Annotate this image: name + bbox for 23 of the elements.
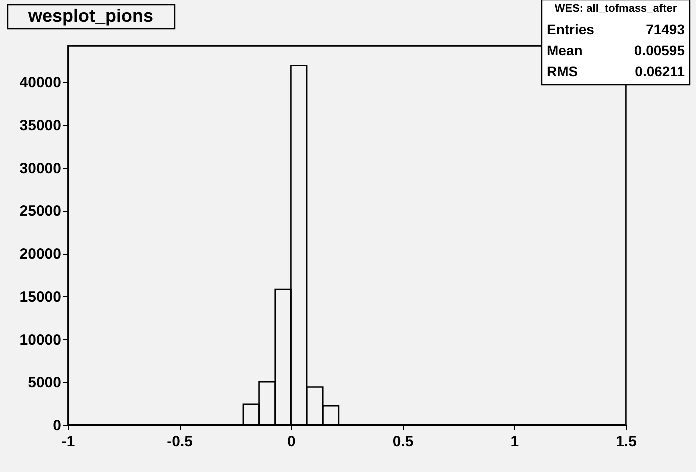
text: WES: all_tofmass_after: [554, 3, 678, 15]
text: 0.06211: [635, 64, 686, 80]
y-tick-label: 25000: [20, 203, 62, 220]
x-tick-label: -1: [62, 434, 76, 450]
annotation: RMS: [547, 64, 578, 80]
text: 71493: [646, 22, 686, 38]
text: 0.00595: [634, 42, 686, 58]
x-tick-label: 0: [288, 434, 296, 450]
chart-title: wesplot_pions: [27, 6, 154, 26]
y-tick-label: 10000: [20, 332, 62, 349]
text: Entries: [547, 22, 595, 38]
y-tick-label: 15000: [20, 288, 62, 306]
x-tick-label: 1: [510, 434, 520, 450]
y-tick-label: 5000: [28, 374, 62, 392]
x-tick-label: -0.5: [167, 434, 194, 450]
y-tick-label: 0: [53, 418, 62, 434]
y-tick-label: 35000: [20, 117, 62, 134]
y-tick-label: 40000: [20, 74, 62, 92]
y-tick-label: 20000: [20, 246, 62, 264]
x-tick-label: 0.5: [392, 434, 414, 450]
y-tick-label: 30000: [20, 160, 62, 178]
x-tick-label: 1.5: [616, 434, 637, 450]
annotation: Mean: [547, 42, 583, 58]
